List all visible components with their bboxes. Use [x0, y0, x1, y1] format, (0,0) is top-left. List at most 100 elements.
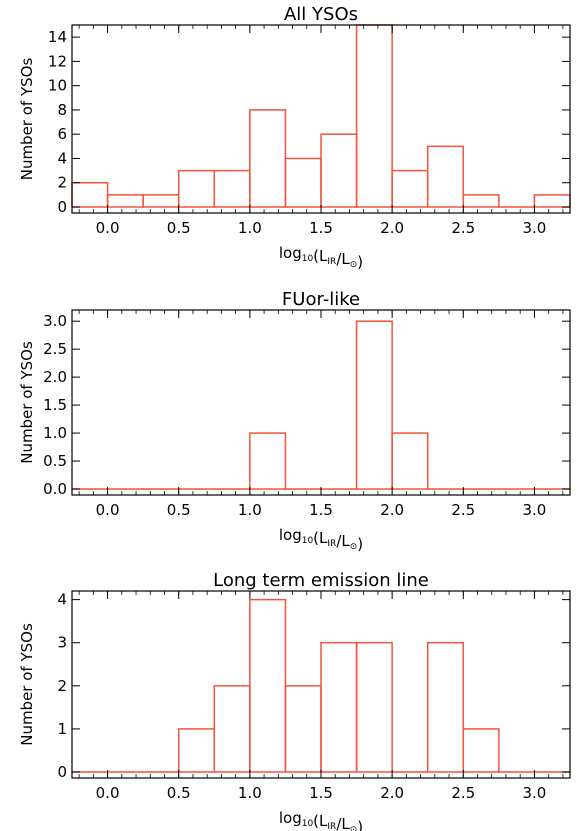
histogram-bar: [213, 169, 251, 208]
x-tick-label: 0.0: [96, 501, 120, 519]
plot-frame: [71, 309, 571, 496]
histogram-bar: [177, 728, 216, 773]
x-tick-label: 2.0: [380, 501, 404, 519]
y-axis-label: Number of YSOs: [18, 341, 36, 464]
histogram-bar: [355, 24, 393, 208]
x-tick-label: 2.0: [380, 784, 404, 802]
x-label-part: ): [357, 535, 363, 553]
histogram-bar: [533, 194, 571, 208]
x-label-subscript: 10: [302, 254, 314, 264]
x-label-part: log: [279, 809, 302, 827]
y-tick-label: 6: [57, 125, 67, 143]
x-axis-label: log10(LIR/L⊙): [279, 809, 363, 831]
histogram-bar: [249, 598, 287, 773]
histogram-bar: [426, 641, 465, 773]
x-label-part: ): [357, 818, 363, 831]
x-tick-label: 1.0: [238, 219, 262, 237]
histogram-bar: [284, 157, 322, 208]
x-tick-label: 0.0: [96, 784, 120, 802]
histogram-bar: [142, 194, 180, 208]
histogram-bar: [355, 320, 393, 490]
histogram-bar: [249, 109, 287, 208]
x-label-subscript: IR: [327, 539, 336, 549]
y-axis-label: Number of YSOs: [18, 623, 36, 746]
x-tick-label: 1.5: [309, 219, 333, 237]
y-tick-label: 8: [57, 101, 67, 119]
histogram-bar: [462, 194, 500, 208]
x-tick-label: 3.0: [522, 784, 546, 802]
x-label-subscript: ⊙: [350, 825, 358, 831]
histogram-bar: [426, 145, 465, 208]
y-tick-label: 14: [48, 28, 67, 46]
histogram-bar: [320, 641, 358, 773]
histogram-bar: [213, 685, 251, 773]
x-tick-label: 3.0: [522, 219, 546, 237]
x-label-part: log: [279, 244, 302, 262]
x-tick-label: 3.0: [522, 501, 546, 519]
y-tick-label: 4: [57, 149, 67, 167]
x-label-part: (L: [313, 247, 328, 265]
chart-panel-1: 0.0 0.5 1.0 1.5 2.0 2.5 3.0 0 2 4 6 8 10 12 14 All YSOs…: [18, 4, 571, 271]
histogram-bar: [355, 641, 393, 773]
y-tick-label: 3: [57, 634, 67, 652]
x-label-part: /L: [336, 250, 350, 268]
y-tick-label: 1.0: [43, 424, 67, 442]
x-label-subscript: IR: [327, 257, 336, 267]
x-tick-label: 0.5: [167, 784, 191, 802]
x-label-part: /L: [336, 815, 350, 831]
x-tick-label: 2.5: [451, 784, 475, 802]
histogram-bar: [284, 685, 322, 773]
x-label-part: log: [279, 526, 302, 544]
y-tick-label: 12: [48, 52, 67, 70]
histogram-bar: [71, 181, 109, 208]
x-label-subscript: 10: [302, 536, 314, 546]
x-label-subscript: 10: [302, 819, 314, 829]
histogram-bar: [391, 169, 429, 208]
x-label-subscript: ⊙: [350, 260, 358, 270]
y-tick-label: 1: [57, 720, 67, 738]
x-tick-label: 0.5: [167, 501, 191, 519]
histogram-bar: [106, 194, 144, 208]
x-tick-label: 0.5: [167, 219, 191, 237]
chart-panel-2: 0.0 0.5 1.0 1.5 2.0 2.5 3.0 0.0 0.5 1.0 1.5 2.0 2.5 3…: [18, 289, 571, 553]
y-tick-label: 0: [57, 198, 67, 216]
x-tick-label: 2.0: [380, 219, 404, 237]
chart-title: All YSOs: [284, 4, 358, 25]
y-tick-label: 0.5: [43, 452, 67, 470]
chart-panel-3: 0.0 0.5 1.0 1.5 2.0 2.5 3.0 0 1 2 3 4 Long term emis…: [18, 570, 571, 831]
x-label-part: /L: [336, 532, 350, 550]
x-label-part: (L: [313, 812, 328, 830]
x-tick-label: 1.5: [309, 784, 333, 802]
x-axis-label: log10(LIR/L⊙): [279, 244, 363, 271]
y-tick-label: 0.0: [43, 480, 67, 498]
x-tick-label: 1.0: [238, 501, 262, 519]
chart-title: Long term emission line: [213, 570, 429, 591]
x-label-part: ): [357, 253, 363, 271]
histogram-bar: [391, 432, 429, 490]
y-tick-label: 0: [57, 763, 67, 781]
x-tick-label: 2.5: [451, 219, 475, 237]
chart-title: FUor-like: [282, 289, 360, 310]
y-tick-label: 2.5: [43, 340, 67, 358]
x-tick-label: 1.0: [238, 784, 262, 802]
x-tick-label: 0.0: [96, 219, 120, 237]
y-tick-label: 2: [57, 174, 67, 192]
x-tick-label: 1.5: [309, 501, 333, 519]
x-label-subscript: IR: [327, 822, 336, 831]
x-tick-label: 2.5: [451, 501, 475, 519]
histogram-bar: [462, 728, 500, 773]
x-label-subscript: ⊙: [350, 542, 358, 552]
y-axis-label: Number of YSOs: [18, 58, 36, 181]
histogram-bar: [177, 169, 216, 208]
y-tick-label: 3.0: [43, 312, 67, 330]
x-axis-label: log10(LIR/L⊙): [279, 526, 363, 553]
histogram-bar: [249, 432, 287, 490]
y-tick-label: 2.0: [43, 368, 67, 386]
y-tick-label: 2: [57, 677, 67, 695]
y-tick-label: 4: [57, 591, 67, 609]
histogram-bar: [320, 133, 358, 208]
y-tick-label: 1.5: [43, 396, 67, 414]
x-label-part: (L: [313, 529, 328, 547]
y-tick-label: 10: [48, 77, 67, 95]
